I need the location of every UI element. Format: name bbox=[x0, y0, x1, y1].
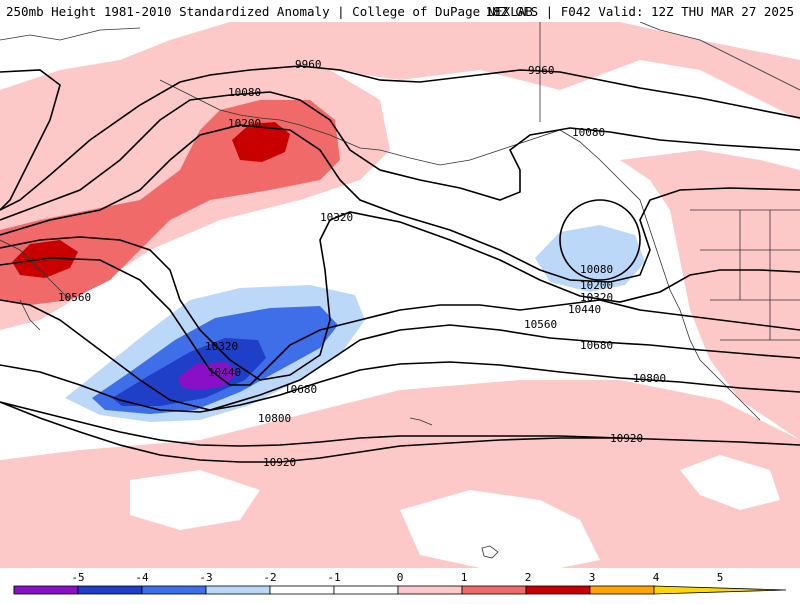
contour-label-10080-a: 10080 bbox=[228, 86, 261, 99]
colorbar-swatch bbox=[461, 585, 527, 595]
colorbar-swatches bbox=[13, 585, 787, 595]
contour-label-10800-a: 10800 bbox=[258, 412, 291, 425]
colorbar-swatch bbox=[397, 585, 463, 595]
colorbar-tick-minus2: -2 bbox=[263, 571, 276, 584]
colorbar-tick-plus2: 2 bbox=[525, 571, 532, 584]
contour-label-group: 9960 9960 10080 10080 10080 10200 10200 … bbox=[58, 58, 666, 469]
model-run-info: 18Z GFS | F042 Valid: 12Z THU MAR 27 202… bbox=[485, 4, 794, 19]
colorbar-tick-plus1: 1 bbox=[461, 571, 468, 584]
colorbar-tick-minus1: -1 bbox=[327, 571, 340, 584]
colorbar-swatch bbox=[333, 585, 399, 595]
contour-label-10080-b: 10080 bbox=[572, 126, 605, 139]
colorbar-swatch bbox=[205, 585, 271, 595]
anomaly-map: 9960 9960 10080 10080 10080 10200 10200 … bbox=[0, 21, 800, 568]
contour-label-10680-b: 10680 bbox=[580, 339, 613, 352]
contour-label-10560-b: 10560 bbox=[524, 318, 557, 331]
contour-label-10440-a: 10440 bbox=[568, 303, 601, 316]
colorbar-tick-zero: 0 bbox=[397, 571, 404, 584]
colorbar-right-arrow bbox=[653, 585, 787, 595]
contour-label-10920-b: 10920 bbox=[610, 432, 643, 445]
colorbar-tick-minus5: -5 bbox=[71, 571, 84, 584]
contour-label-10560-a: 10560 bbox=[58, 291, 91, 304]
contour-label-10680-a: 10680 bbox=[284, 383, 317, 396]
colorbar-tick-minus4: -4 bbox=[135, 571, 149, 584]
contour-label-10080-c: 10080 bbox=[580, 263, 613, 276]
colorbar-swatch bbox=[13, 585, 79, 595]
map-title: 250mb Height 1981-2010 Standardized Anom… bbox=[6, 4, 533, 19]
colorbar-tick-plus3: 3 bbox=[589, 571, 596, 584]
closed-low-contour bbox=[559, 199, 641, 281]
colorbar-svg: -5 -4 -3 -2 -1 0 1 2 3 4 5 bbox=[13, 571, 787, 595]
contour-label-10440-b: 10440 bbox=[208, 366, 241, 379]
contour-label-10320-b: 10320 bbox=[580, 291, 613, 304]
contour-label-10200-b: 10200 bbox=[580, 279, 613, 292]
header-bar: 250mb Height 1981-2010 Standardized Anom… bbox=[0, 0, 800, 22]
contour-label-9960-b: 9960 bbox=[528, 64, 555, 77]
colorbar-tick-plus4: 4 bbox=[653, 571, 660, 584]
colorbar-tick-minus3: -3 bbox=[199, 571, 212, 584]
map-panel: 9960 9960 10080 10080 10080 10200 10200 … bbox=[0, 21, 800, 568]
contour-label-10800-b: 10800 bbox=[633, 372, 666, 385]
colorbar-swatch bbox=[77, 585, 143, 595]
colorbar-swatch bbox=[589, 585, 655, 595]
colorbar-swatch bbox=[525, 585, 591, 595]
colorbar-swatch bbox=[269, 585, 335, 595]
colorbar-swatch bbox=[141, 585, 207, 595]
negative-anomaly-extreme bbox=[178, 362, 238, 390]
colorbar-tick-plus5: 5 bbox=[717, 571, 724, 584]
height-contours bbox=[0, 65, 800, 463]
contour-label-9960-a: 9960 bbox=[295, 58, 322, 71]
colorbar-ticks: -5 -4 -3 -2 -1 0 1 2 3 4 5 bbox=[71, 571, 723, 584]
contour-label-10200-a: 10200 bbox=[228, 117, 261, 130]
contour-label-10320-a: 10320 bbox=[320, 211, 353, 224]
contour-label-10920-a: 10920 bbox=[263, 456, 296, 469]
contour-label-10320-c: 10320 bbox=[205, 340, 238, 353]
near-zero-areas bbox=[130, 455, 780, 568]
anomaly-colorbar: -5 -4 -3 -2 -1 0 1 2 3 4 5 bbox=[0, 568, 800, 600]
